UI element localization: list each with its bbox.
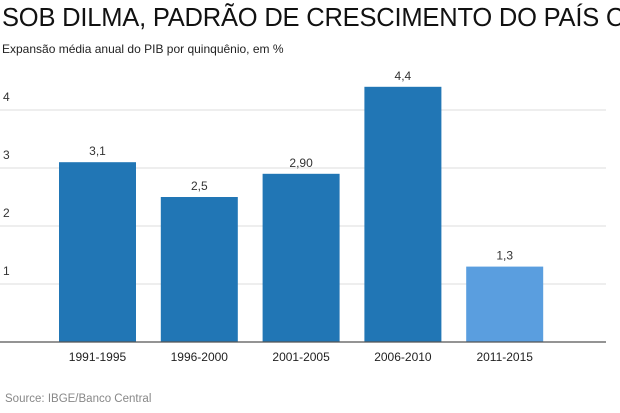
y-tick-label: 2: [3, 206, 10, 220]
chart-title: SOB DILMA, PADRÃO DE CRESCIMENTO DO PAÍS…: [2, 4, 620, 32]
data-label: 2,90: [289, 156, 313, 170]
data-label: 1,3: [496, 249, 513, 263]
x-tick-label: 2001-2005: [272, 350, 330, 364]
x-tick-label: 1996-2000: [171, 350, 229, 364]
x-tick-label: 2006-2010: [374, 350, 432, 364]
bar: [364, 86, 442, 342]
x-tick-label: 1991-1995: [69, 350, 127, 364]
data-label: 4,4: [395, 69, 412, 83]
y-tick-label: 3: [3, 148, 10, 162]
data-label: 2,5: [191, 179, 208, 193]
bar: [466, 266, 544, 342]
y-tick-label: 4: [3, 90, 10, 104]
data-label: 3,1: [89, 144, 106, 158]
y-tick-label: 1: [3, 264, 10, 278]
x-tick-label: 2011-2015: [476, 350, 533, 364]
chart-subtitle: Expansão média anual do PIB por quinquên…: [2, 42, 284, 56]
source-note: Source: IBGE/Banco Central: [5, 393, 152, 405]
bar: [160, 197, 238, 342]
bar: [59, 162, 136, 342]
bar: [262, 173, 340, 342]
